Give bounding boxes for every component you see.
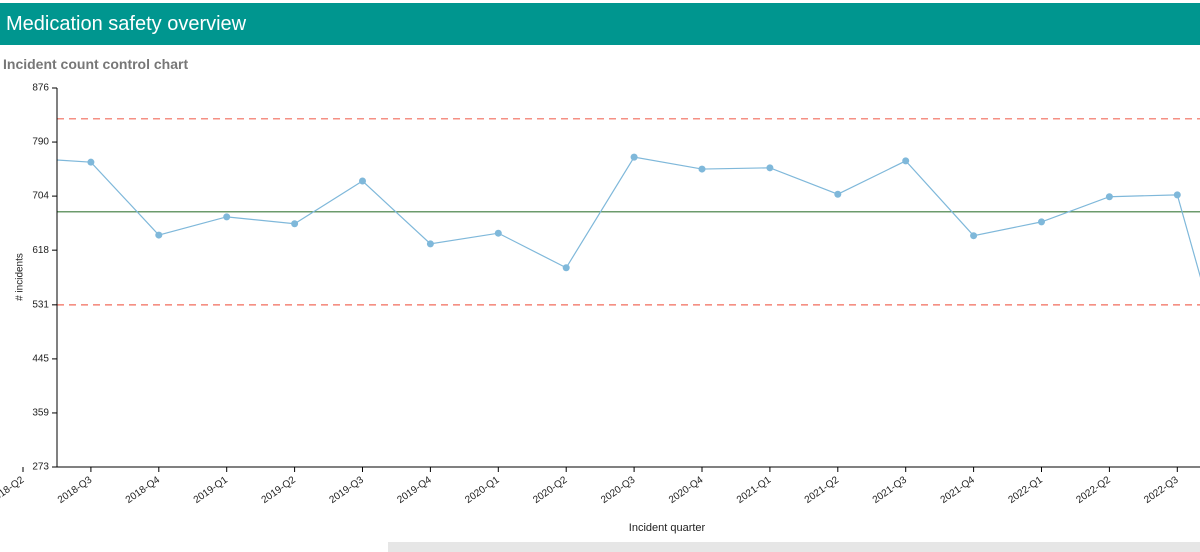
point [359, 177, 366, 185]
x-tick-label: 2020-Q3 [599, 474, 638, 506]
y-tick-label: 876 [32, 83, 49, 94]
x-tick-label: 2018-Q2 [0, 474, 27, 506]
point [902, 157, 910, 165]
point [1105, 193, 1113, 201]
x-tick-label: 2019-Q2 [260, 474, 299, 506]
point [87, 158, 95, 166]
point [1038, 218, 1045, 226]
point [426, 240, 434, 248]
x-tick-label: 2019-Q1 [192, 474, 231, 506]
y-axis-label: # incidents [15, 253, 26, 301]
point [766, 164, 774, 172]
y-tick-label: 704 [32, 191, 49, 202]
point [970, 232, 978, 240]
y-tick-label: 790 [32, 137, 49, 148]
x-tick-label: 2019-Q4 [395, 474, 434, 506]
point [562, 264, 570, 272]
point [630, 153, 638, 161]
x-tick-label: 2022-Q3 [1142, 474, 1181, 506]
x-tick-label: 2020-Q1 [463, 474, 502, 506]
point [698, 165, 706, 173]
x-tick-label: 2020-Q4 [667, 474, 706, 506]
point [834, 190, 842, 198]
x-tick-label: 2021-Q3 [871, 474, 910, 506]
x-tick-label: 2018-Q3 [56, 474, 95, 506]
scrollbar[interactable] [388, 542, 1200, 552]
x-tick-label: 2021-Q4 [939, 474, 978, 506]
x-tick-label: 2022-Q2 [1074, 474, 1113, 506]
x-tick-label: 2021-Q2 [803, 474, 842, 506]
x-tick-label: 2019-Q3 [328, 474, 367, 506]
x-axis-label: Incident quarter [629, 522, 706, 534]
y-tick-label: 618 [32, 245, 49, 256]
point [494, 229, 502, 237]
y-tick-label: 359 [32, 408, 49, 419]
header-title: Medication safety overview [0, 3, 1200, 45]
point [291, 220, 299, 228]
y-tick-label: 445 [32, 354, 49, 365]
x-tick-label: 2018-Q4 [124, 474, 163, 506]
y-tick-label: 531 [32, 299, 49, 310]
x-tick-label: 2021-Q1 [735, 474, 774, 506]
x-tick-label: 2022-Q1 [1007, 474, 1046, 506]
chart-title: Incident count control chart [3, 56, 189, 72]
point [1173, 191, 1181, 199]
point [223, 213, 231, 221]
y-tick-label: 273 [32, 462, 49, 473]
x-tick-label: 2020-Q2 [531, 474, 570, 506]
series-line [57, 156, 1200, 278]
point [20, 154, 27, 161]
point [155, 231, 163, 239]
